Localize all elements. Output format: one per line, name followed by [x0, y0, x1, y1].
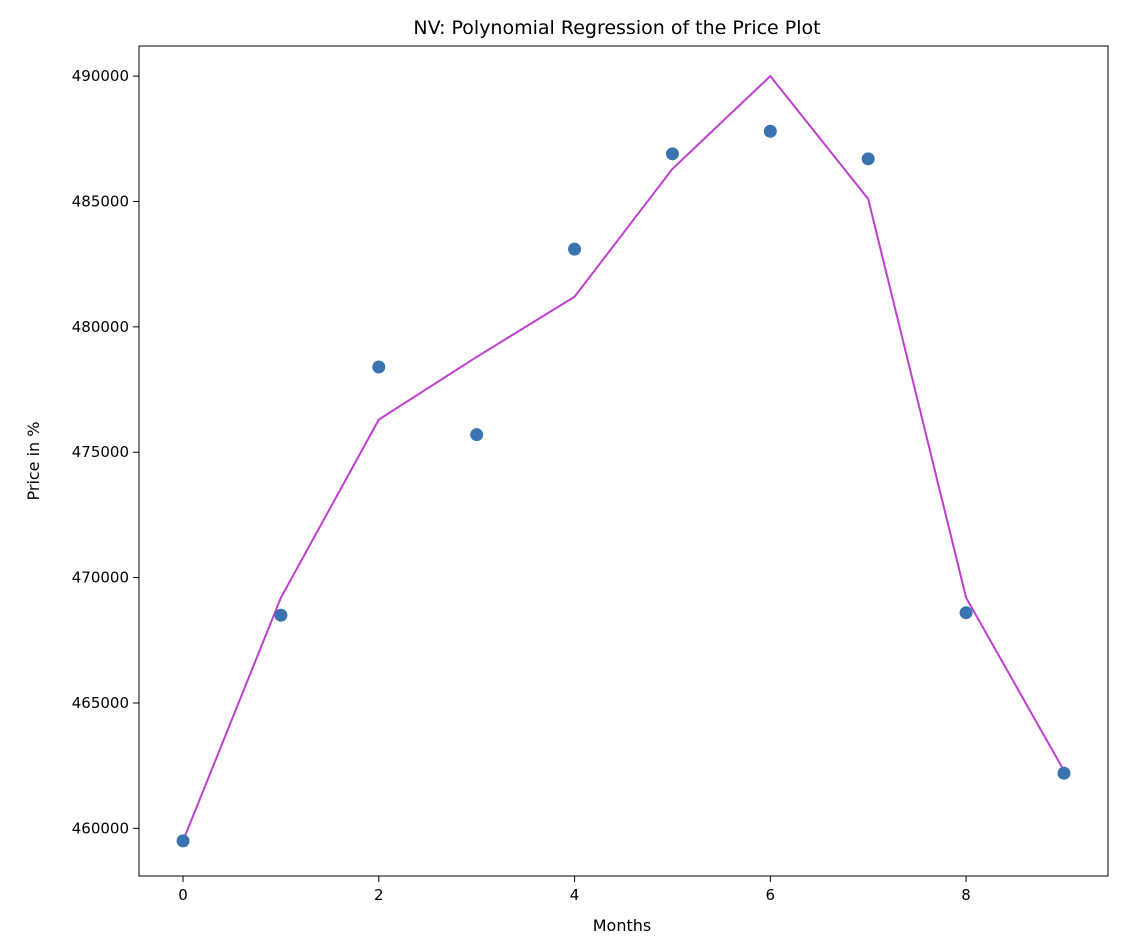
x-tick-label: 6 — [766, 886, 776, 904]
data-point — [274, 608, 288, 622]
x-axis-label: Months — [593, 916, 651, 935]
data-point — [372, 360, 386, 374]
y-tick-label: 480000 — [72, 318, 129, 336]
x-tick-label: 4 — [570, 886, 580, 904]
data-point — [665, 147, 679, 161]
y-tick-label: 470000 — [72, 569, 129, 587]
y-tick-label: 465000 — [72, 694, 129, 712]
data-point — [176, 834, 190, 848]
x-tick-label: 2 — [374, 886, 384, 904]
data-point — [470, 428, 484, 442]
plot-marks — [176, 74, 1071, 848]
y-tick-label: 485000 — [72, 192, 129, 210]
y-tick-label: 475000 — [72, 443, 129, 461]
x-tick-label: 0 — [178, 886, 188, 904]
regression-line — [182, 74, 1065, 842]
y-axis-label: Price in % — [24, 422, 43, 501]
axes: 0 2 4 6 8 460000 465000 470000 475000 480000 48500… — [72, 67, 971, 904]
y-tick-label: 460000 — [72, 819, 129, 837]
data-point — [763, 124, 777, 138]
x-tick-label: 8 — [961, 886, 971, 904]
chart-title: NV: Polynomial Regression of the Price P… — [413, 17, 820, 39]
data-point — [861, 152, 875, 166]
data-point — [1057, 766, 1071, 780]
plot-frame — [138, 45, 1109, 877]
y-tick-label: 490000 — [72, 67, 129, 85]
data-point — [959, 606, 973, 620]
data-point — [568, 242, 582, 256]
